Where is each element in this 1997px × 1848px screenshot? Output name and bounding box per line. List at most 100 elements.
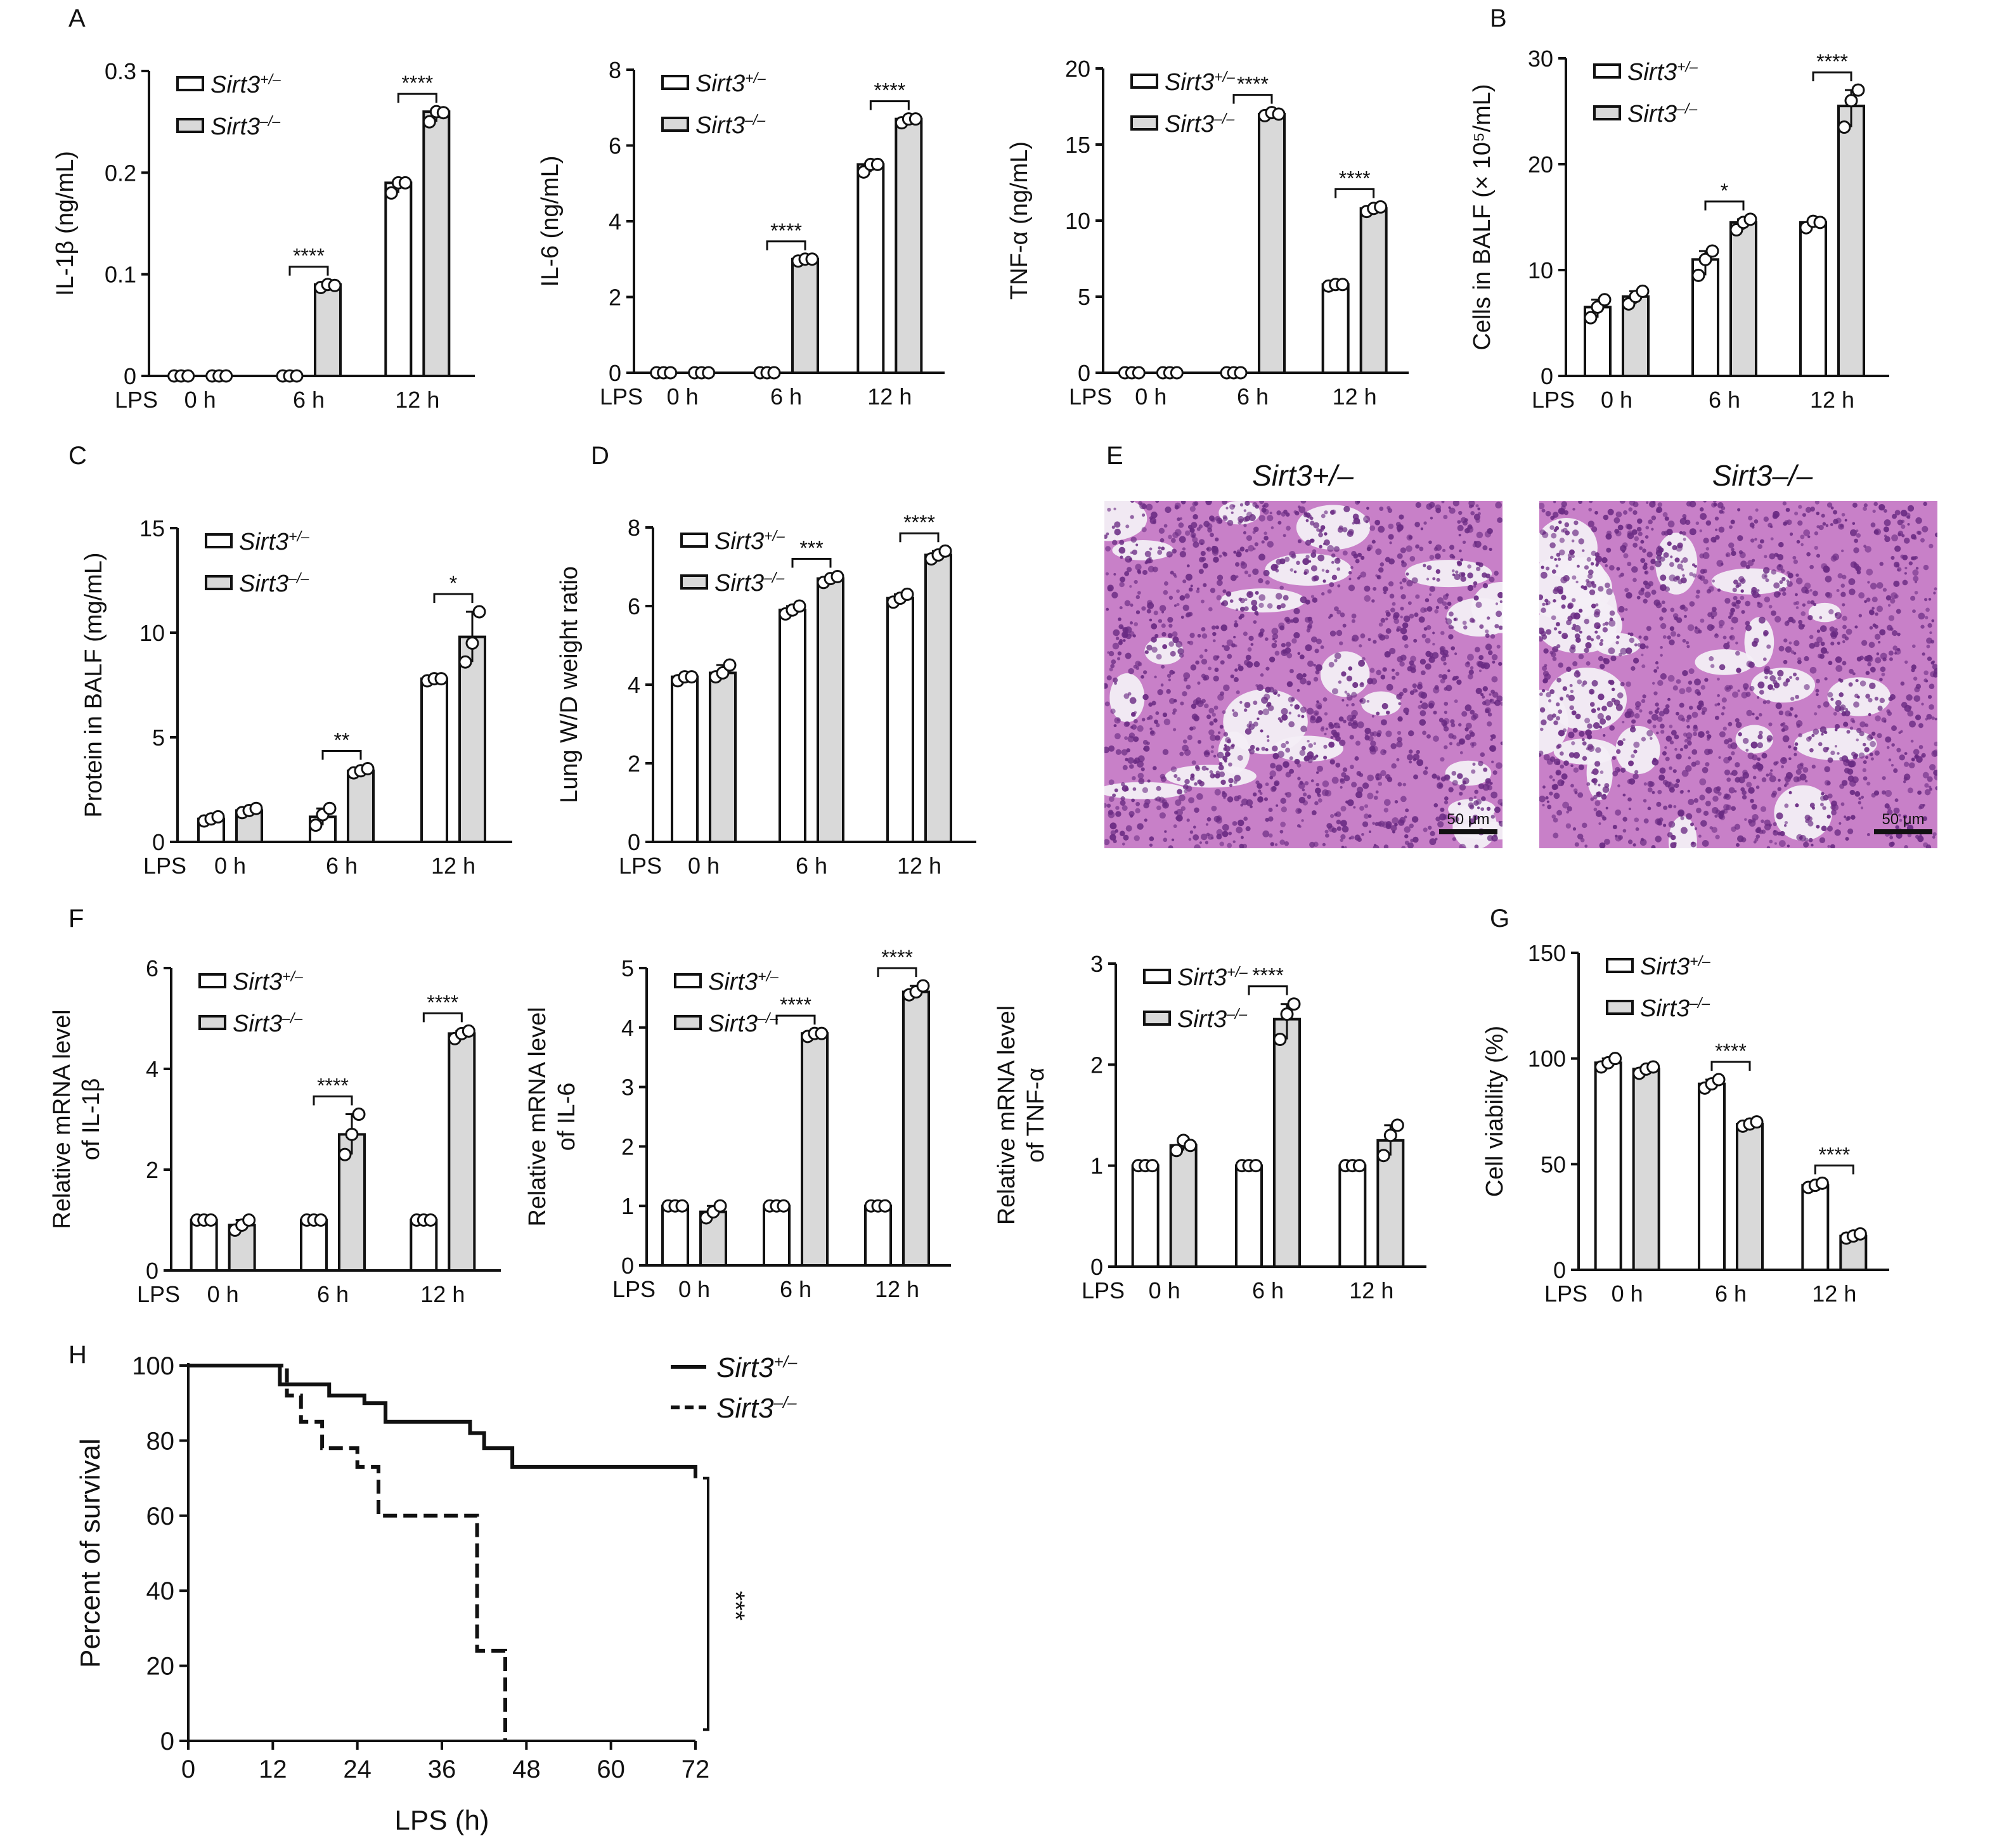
cell-nucleus bbox=[1921, 754, 1925, 758]
cell-nucleus bbox=[1155, 501, 1160, 503]
cell-nucleus bbox=[1587, 745, 1595, 752]
cell-nucleus bbox=[1144, 818, 1147, 822]
cell-nucleus bbox=[1116, 718, 1120, 722]
cell-nucleus bbox=[1769, 553, 1776, 560]
cell-nucleus bbox=[1571, 539, 1575, 543]
cell-nucleus bbox=[1478, 761, 1483, 766]
cell-nucleus bbox=[1742, 794, 1747, 800]
cell-nucleus bbox=[1569, 683, 1573, 687]
cell-nucleus bbox=[1371, 599, 1375, 603]
cell-nucleus bbox=[1897, 632, 1901, 636]
cell-nucleus bbox=[1467, 673, 1473, 680]
cell-nucleus bbox=[1120, 576, 1126, 583]
cell-nucleus bbox=[1602, 627, 1608, 633]
cell-nucleus bbox=[1802, 603, 1806, 607]
cell-nucleus bbox=[1186, 573, 1192, 581]
cell-nucleus bbox=[1192, 501, 1198, 507]
cell-nucleus bbox=[1867, 662, 1871, 667]
cell-nucleus bbox=[1432, 631, 1435, 635]
cell-nucleus bbox=[1582, 756, 1587, 761]
cell-nucleus bbox=[1558, 662, 1563, 668]
cell-nucleus bbox=[1396, 626, 1402, 631]
cell-nucleus bbox=[1422, 730, 1426, 735]
cell-nucleus bbox=[1641, 654, 1644, 657]
cell-nucleus bbox=[1497, 517, 1503, 523]
cell-nucleus bbox=[1228, 778, 1234, 784]
cell-nucleus bbox=[1657, 707, 1660, 711]
cell-nucleus bbox=[1443, 718, 1450, 725]
cell-nucleus bbox=[1759, 713, 1762, 717]
cell-nucleus bbox=[1834, 829, 1841, 836]
cell-nucleus bbox=[1542, 803, 1545, 806]
cell-nucleus bbox=[1267, 739, 1270, 742]
cell-nucleus bbox=[1699, 529, 1702, 533]
cell-nucleus bbox=[1397, 782, 1402, 787]
bar-knockout-1 bbox=[1736, 1123, 1764, 1271]
panel-letter-e: E bbox=[1106, 442, 1123, 470]
cell-nucleus bbox=[1147, 779, 1151, 783]
cell-nucleus bbox=[1777, 553, 1784, 560]
cell-nucleus bbox=[1732, 691, 1739, 698]
cell-nucleus bbox=[1216, 829, 1223, 836]
cell-nucleus bbox=[1419, 701, 1423, 704]
cell-nucleus bbox=[1450, 719, 1455, 724]
cell-nucleus bbox=[1922, 816, 1928, 822]
cell-nucleus bbox=[1603, 658, 1610, 665]
cell-nucleus bbox=[1866, 597, 1871, 602]
cell-nucleus bbox=[1547, 714, 1554, 721]
cell-nucleus bbox=[1551, 569, 1556, 574]
cell-nucleus bbox=[1584, 647, 1589, 654]
cell-nucleus bbox=[1904, 752, 1908, 755]
cell-nucleus bbox=[1180, 616, 1184, 619]
cell-nucleus bbox=[1665, 704, 1670, 709]
cell-nucleus bbox=[1324, 732, 1327, 735]
cell-nucleus bbox=[1771, 610, 1776, 616]
cell-nucleus bbox=[1315, 664, 1322, 671]
cell-nucleus bbox=[1485, 643, 1492, 650]
legend-swatch-control bbox=[1606, 958, 1634, 973]
cell-nucleus bbox=[1346, 692, 1350, 696]
cell-nucleus bbox=[1552, 713, 1556, 718]
cell-nucleus bbox=[1154, 675, 1157, 678]
cell-nucleus bbox=[1227, 654, 1232, 659]
cell-nucleus bbox=[1313, 575, 1319, 581]
cell-nucleus bbox=[1659, 723, 1665, 729]
cell-nucleus bbox=[1146, 741, 1150, 746]
cell-nucleus bbox=[1667, 635, 1672, 640]
cell-nucleus bbox=[1781, 577, 1786, 581]
cell-nucleus bbox=[1385, 628, 1392, 634]
cell-nucleus bbox=[1934, 741, 1937, 747]
cell-nucleus bbox=[1778, 779, 1781, 782]
lps-label: LPS bbox=[1082, 1277, 1125, 1303]
cell-nucleus bbox=[1104, 534, 1108, 540]
cell-nucleus bbox=[1393, 612, 1400, 619]
cell-nucleus bbox=[1131, 712, 1135, 716]
significance-bracket bbox=[321, 750, 362, 760]
cell-nucleus bbox=[1258, 594, 1266, 601]
cell-nucleus bbox=[1609, 610, 1615, 616]
cell-nucleus bbox=[1923, 564, 1929, 571]
cell-nucleus bbox=[1492, 660, 1496, 664]
cell-nucleus bbox=[1409, 614, 1414, 619]
cell-nucleus bbox=[1404, 643, 1409, 649]
cell-nucleus bbox=[1490, 815, 1495, 819]
cell-nucleus bbox=[1605, 621, 1609, 626]
alveolar-space bbox=[1445, 760, 1492, 786]
cell-nucleus bbox=[1598, 656, 1604, 662]
cell-nucleus bbox=[1329, 759, 1335, 765]
significance-bracket bbox=[791, 558, 832, 568]
cell-nucleus bbox=[1325, 569, 1329, 574]
y-tick-label: 8 bbox=[609, 57, 621, 83]
cell-nucleus bbox=[1172, 708, 1177, 713]
cell-nucleus bbox=[1656, 666, 1660, 669]
cell-nucleus bbox=[1652, 682, 1655, 685]
cell-nucleus bbox=[1650, 565, 1655, 571]
cell-nucleus bbox=[1357, 552, 1362, 557]
x-tick-label: 0 h bbox=[667, 384, 699, 410]
cell-nucleus bbox=[1408, 749, 1413, 754]
cell-nucleus bbox=[1771, 569, 1776, 575]
cell-nucleus bbox=[1270, 842, 1275, 846]
cell-nucleus bbox=[1783, 681, 1788, 687]
